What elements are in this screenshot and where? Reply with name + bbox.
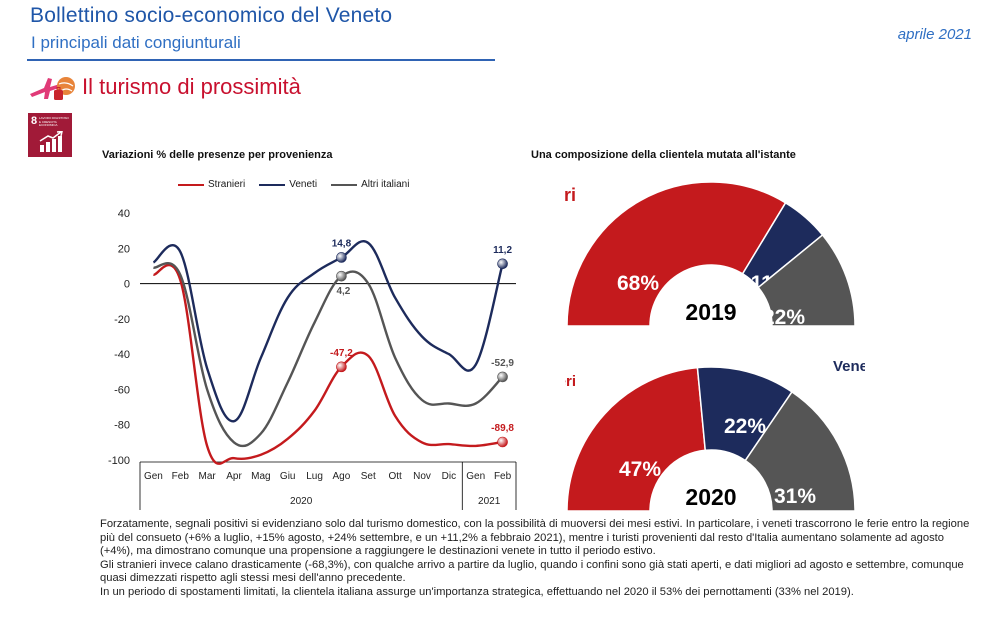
legend-swatch-altri-italiani — [331, 183, 358, 186]
donut-value-altri-italiani-2020: 31% — [774, 485, 816, 508]
sdg-text: LAVORO DIGNITOSO E CRESCITA ECONOMICA — [39, 116, 69, 128]
body-paragraph: Gli stranieri invece calano drasticament… — [100, 558, 964, 585]
line-chart: 40 20 0 -20 -40 -60 -80 -100 2020 2021 Gen Feb Mar Ap… — [108, 208, 517, 510]
y-tick-label: 0 — [124, 279, 130, 291]
x-tick-label: Giu — [280, 471, 296, 482]
section-title: Il turismo di prossimità — [82, 74, 301, 99]
legend-label-stranieri: Stranieri — [208, 179, 246, 190]
donut-slice-altri-italiani-2019 — [757, 233, 856, 327]
donut-year-2019: 2019 — [685, 299, 736, 325]
sdg-8-badge: 8 LAVORO DIGNITOSO E CRESCITA ECONOMICA — [28, 113, 72, 157]
x-tick-label: Ago — [333, 471, 351, 482]
donut-year-2020: 2020 — [685, 484, 736, 510]
line-chart-legend: Stranieri Veneti Altri italiani — [178, 179, 409, 190]
x-tick-label: Gen — [144, 471, 163, 482]
series-line-stranieri — [153, 263, 503, 465]
series-line-altri-italiani — [153, 262, 504, 448]
data-label-veneti: 14,8 — [332, 238, 352, 249]
data-label-stranieri: -89,8 — [491, 423, 514, 434]
legend-swatch-veneti — [259, 183, 286, 186]
y-tick-label: -80 — [114, 420, 130, 432]
data-point-stranieri — [336, 361, 347, 373]
x-tick-label: Ott — [388, 471, 402, 482]
y-tick-label: 20 — [118, 243, 130, 255]
header-rule — [27, 59, 495, 61]
x-year-label: 2021 — [478, 496, 501, 507]
legend-item-altri-italiani: Altri italiani — [331, 179, 409, 190]
body-paragraph: In un periodo di spostamenti limitati, l… — [100, 585, 854, 598]
donut-slice-stranieri-2020 — [566, 366, 707, 512]
data-label-altri-italiani: -52,9 — [491, 358, 514, 369]
legend-item-veneti: Veneti — [259, 179, 317, 190]
x-tick-label: Feb — [172, 471, 190, 482]
y-tick-label: -40 — [114, 349, 130, 361]
data-point-altri-italiani — [336, 270, 347, 282]
body-text: Forzatamente, segnali positivi si eviden… — [100, 518, 980, 600]
x-tick-label: Set — [361, 471, 376, 482]
y-tick-label: -100 — [108, 455, 130, 467]
data-point-altri-italiani — [497, 371, 508, 383]
donut-slice-altri-italiani-2020 — [744, 390, 856, 512]
donut-value-veneti-2020: 22% — [724, 415, 766, 438]
donut-category-veneti-2020: Veneti — [833, 358, 865, 375]
series-line-veneti — [152, 240, 504, 423]
donut-chart-title: Una composizione della clientela mutata … — [531, 149, 796, 161]
data-label-stranieri: -47,2 — [330, 348, 353, 359]
x-tick-label: Feb — [494, 471, 512, 482]
data-label-veneti: 11,2 — [493, 245, 512, 256]
donut-category-stranieri-2020: Stranieri — [565, 373, 576, 390]
legend-label-altri-italiani: Altri italiani — [361, 179, 410, 190]
x-tick-label: Mag — [251, 471, 270, 482]
x-tick-label: Apr — [226, 471, 242, 482]
x-year-label: 2020 — [290, 496, 313, 507]
legend-swatch-stranieri — [178, 183, 204, 186]
y-tick-label: -20 — [114, 314, 130, 326]
sdg-number: 8 — [31, 115, 38, 127]
data-point-veneti — [336, 252, 347, 263]
bulletin-title: Bollettino socio-economico del Veneto — [30, 4, 393, 27]
legend-label-veneti: Veneti — [289, 179, 318, 190]
data-point-veneti — [497, 258, 508, 270]
legend-item-stranieri: Stranieri — [178, 179, 245, 190]
line-chart-title: Variazioni % delle presenze per provenie… — [102, 149, 333, 161]
bulletin-date: aprile 2021 — [897, 26, 972, 43]
bulletin-subtitle: I principali dati congiunturali — [31, 33, 241, 52]
x-tick-label: Lug — [306, 471, 323, 482]
x-tick-label: Nov — [413, 471, 431, 482]
x-tick-label: Gen — [466, 471, 485, 482]
y-tick-label: 40 — [118, 208, 130, 220]
data-point-stranieri — [497, 436, 508, 448]
travel-suitcase-plane-icon — [28, 72, 80, 102]
y-tick-label: -60 — [114, 384, 130, 396]
data-label-altri-italiani: 4,2 — [336, 286, 350, 297]
donut-slice-stranieri-2019 — [566, 181, 787, 327]
x-tick-label: Mar — [199, 471, 217, 482]
donut-value-stranieri-2019: 68% — [617, 272, 659, 295]
x-tick-label: Dic — [442, 471, 456, 482]
donut-chart: 68%Stranieri11%Veneti22%Altri italiani20… — [565, 181, 865, 512]
donut-value-altri-italiani-2019: 22% — [763, 306, 805, 329]
donut-value-stranieri-2020: 47% — [619, 458, 661, 481]
donut-category-stranieri-2019: Stranieri — [565, 185, 576, 205]
body-paragraph: Forzatamente, segnali positivi si eviden… — [100, 518, 970, 558]
growth-chart-icon — [38, 130, 64, 157]
